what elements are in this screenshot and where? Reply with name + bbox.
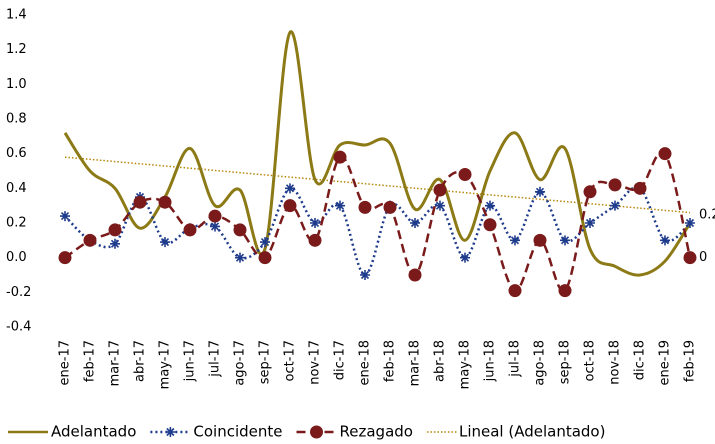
y-tick-label: 1.2	[6, 42, 27, 57]
point	[560, 235, 570, 246]
point	[608, 178, 622, 192]
point	[360, 270, 370, 280]
series-line	[63, 30, 692, 277]
legend-item: Adelantado	[8, 423, 136, 441]
point	[110, 238, 120, 249]
y-tick-label: 0.0	[6, 250, 27, 265]
x-tick-label: nov-18	[608, 340, 623, 385]
point	[235, 252, 245, 263]
point	[260, 237, 270, 248]
x-tick-label: nov-17	[308, 340, 323, 385]
x-tick-label: mar-17	[108, 340, 123, 386]
y-tick-label: 0.6	[6, 146, 27, 161]
data-label: 0.2	[699, 208, 715, 223]
point	[410, 218, 420, 228]
point	[685, 218, 695, 228]
series-line	[64, 150, 692, 293]
data-label: 0	[699, 250, 707, 265]
point	[533, 233, 547, 247]
y-tick-label: 0.8	[6, 112, 27, 127]
x-tick-label: may-18	[458, 340, 473, 389]
x-tick-label: jun-18	[483, 340, 498, 382]
x-tick-label: jul-18	[508, 340, 523, 378]
legend-label: Lineal (Adelantado)	[459, 423, 605, 441]
point	[58, 251, 72, 265]
point	[508, 284, 522, 298]
point	[633, 181, 647, 195]
point	[558, 284, 572, 298]
legend-item: Coincidente	[150, 423, 283, 441]
x-tick-label: feb-19	[683, 340, 698, 382]
point	[458, 167, 472, 181]
y-tick-label: 0.2	[6, 216, 27, 231]
x-tick-label: oct-17	[283, 340, 298, 381]
point	[133, 195, 147, 209]
point	[485, 200, 495, 211]
point	[283, 199, 297, 213]
x-tick-label: oct-18	[583, 340, 598, 381]
point	[460, 252, 470, 263]
point	[83, 233, 97, 247]
x-tick-label: dic-17	[333, 340, 348, 380]
point	[308, 233, 322, 247]
point	[660, 235, 670, 246]
point	[160, 237, 170, 248]
x-tick-label: ago-18	[533, 340, 548, 386]
point	[258, 251, 272, 265]
point	[510, 235, 520, 246]
x-tick-label: jun-17	[183, 340, 198, 382]
point	[183, 223, 197, 237]
x-tick-label: mar-18	[408, 340, 423, 386]
point	[208, 209, 222, 223]
point	[60, 211, 70, 222]
point	[358, 200, 372, 214]
x-tick-label: ene-17	[58, 340, 73, 385]
legend-item: Lineal (Adelantado)	[426, 423, 605, 441]
x-tick-label: ene-18	[358, 340, 373, 385]
x-tick-label: dic-18	[633, 340, 648, 380]
x-tick-label: may-17	[158, 340, 173, 389]
point	[683, 251, 697, 265]
point	[210, 221, 220, 232]
x-tick-label: feb-18	[383, 340, 398, 382]
point	[535, 186, 545, 197]
y-tick-label: 1.0	[6, 77, 27, 92]
point	[583, 185, 597, 199]
legend-marker	[165, 427, 176, 437]
y-tick-label: -0.4	[6, 320, 31, 335]
point	[408, 268, 422, 282]
x-tick-label: feb-17	[83, 340, 98, 382]
legend-item: Rezagado	[296, 423, 413, 441]
x-tick-label: sep-17	[258, 340, 273, 384]
trendline	[64, 156, 691, 214]
y-tick-label: 1.4	[6, 8, 27, 23]
point	[108, 223, 122, 237]
x-tick-label: ene-19	[658, 340, 673, 385]
point	[383, 200, 397, 214]
legend-marker	[310, 425, 323, 439]
point	[483, 218, 497, 232]
point	[158, 195, 172, 209]
point	[285, 183, 295, 194]
legend-label: Coincidente	[193, 423, 282, 441]
x-tick-label: abr-18	[433, 340, 448, 382]
x-tick-label: ago-17	[233, 340, 248, 386]
x-tick-label: jul-17	[208, 340, 223, 378]
point	[585, 218, 595, 228]
x-tick-label: sep-18	[558, 340, 573, 384]
x-tick-label: abr-17	[133, 340, 148, 382]
y-tick-label: -0.2	[6, 285, 31, 300]
y-tick-label: 0.4	[6, 181, 27, 196]
point	[610, 200, 620, 211]
point	[310, 218, 320, 228]
point	[433, 183, 447, 197]
point	[658, 147, 672, 161]
legend-label: Rezagado	[340, 423, 413, 441]
point	[333, 150, 347, 164]
legend-label: Adelantado	[51, 423, 136, 441]
point	[435, 200, 445, 211]
point	[335, 200, 345, 211]
point	[233, 223, 247, 237]
